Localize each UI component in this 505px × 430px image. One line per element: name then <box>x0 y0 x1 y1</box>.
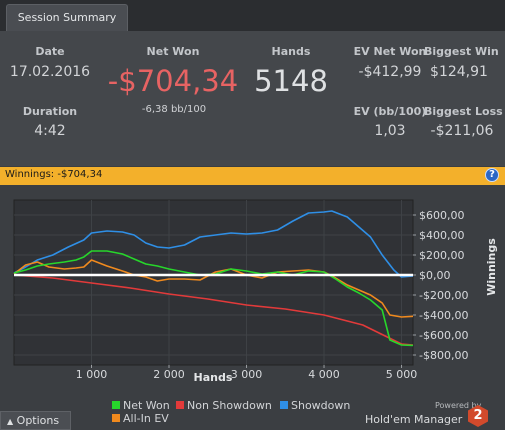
winnings-bar: Winnings: -$704,34 ? <box>0 167 505 185</box>
y-tick-label: -$600,00 <box>419 329 468 342</box>
y-tick-label: $400,00 <box>419 229 465 242</box>
series-lines <box>13 210 414 347</box>
x-tick-label: 5 000 <box>386 368 418 381</box>
legend-label-net-won: Net Won <box>123 399 170 412</box>
summary-panel: Date 17.02.2016 Net Won -$704,34 -6,38 b… <box>0 31 505 166</box>
y-tick-label: -$400,00 <box>419 309 468 322</box>
net-won-label: Net Won <box>146 45 200 58</box>
legend-label-all-in-ev: All-In EV <box>123 412 169 425</box>
legend-swatch-all-in-ev <box>112 414 120 422</box>
hands-label: Hands <box>271 45 311 58</box>
legend-swatch-net-won <box>112 401 120 409</box>
winnings-chart: 1 000 2 000 3 000 4 000 5 000 $600,00 $400,00 $… <box>13 199 498 384</box>
winnings-bar-text: Winnings: -$704,34 <box>5 169 103 180</box>
ev-net-won-label: EV Net Won <box>353 45 427 58</box>
options-button[interactable]: ▲ Options <box>0 411 71 430</box>
ev-bb-value: 1,03 <box>374 123 406 139</box>
y-tick-label: -$200,00 <box>419 289 468 302</box>
net-won-bb: -6,38 bb/100 <box>141 104 207 115</box>
y-tick-label: $600,00 <box>419 209 465 222</box>
x-tick-label: 4 000 <box>308 368 340 381</box>
y-axis-label: Winnings <box>485 238 498 296</box>
series-line-non-showdown <box>13 274 414 346</box>
legend-swatch-non-showdown <box>176 401 184 409</box>
plot-background <box>13 199 414 366</box>
hands-value: 5148 <box>254 64 328 98</box>
legend-item-net-won[interactable]: Net Won <box>112 399 170 412</box>
ev-bb-label: EV (bb/100) <box>353 105 427 118</box>
chart-area: 1 000 2 000 3 000 4 000 5 000 $600,00 $400,00 $… <box>0 185 505 430</box>
product-name: Hold'em Manager <box>365 413 463 426</box>
series-line-showdown <box>13 210 414 278</box>
axis-tick-labels: 1 000 2 000 3 000 4 000 5 000 $600,00 $400,00 $… <box>76 209 469 381</box>
tab-session-summary[interactable]: Session Summary <box>6 4 128 31</box>
hm2-logo-icon: 2 <box>468 405 488 427</box>
y-tick-label: $200,00 <box>419 249 465 262</box>
date-value: 17.02.2016 <box>9 64 91 80</box>
help-icon[interactable]: ? <box>485 168 499 182</box>
legend-label-non-showdown: Non Showdown <box>187 399 272 412</box>
x-tick-label: 3 000 <box>231 368 263 381</box>
options-label: Options <box>16 414 60 427</box>
net-won-value: -$704,34 <box>107 64 239 98</box>
ev-net-won-value: -$412,99 <box>358 64 422 80</box>
duration-label: Duration <box>22 105 78 118</box>
legend-item-all-in-ev[interactable]: All-In EV <box>112 412 169 425</box>
legend-swatch-showdown <box>280 401 288 409</box>
legend-item-showdown[interactable]: Showdown <box>280 399 350 412</box>
chevron-up-icon: ▲ <box>7 417 14 426</box>
legend-label-showdown: Showdown <box>291 399 351 412</box>
y-tick-label: -$800,00 <box>419 349 468 362</box>
y-tick-label: $0,00 <box>419 269 451 282</box>
x-tick-label: 2 000 <box>153 368 185 381</box>
date-label: Date <box>35 45 65 58</box>
biggest-loss-value: -$211,06 <box>430 123 494 139</box>
biggest-loss-label: Biggest Loss <box>424 105 503 118</box>
biggest-win-label: Biggest Win <box>424 45 499 58</box>
legend-item-non-showdown[interactable]: Non Showdown <box>176 399 272 412</box>
biggest-win-value: $124,91 <box>430 64 488 80</box>
duration-value: 4:42 <box>34 123 66 139</box>
x-tick-label: 1 000 <box>76 368 108 381</box>
x-axis-label: Hands <box>194 371 233 384</box>
powered-by-text: Powered by <box>435 401 482 410</box>
tab-bar: Session Summary <box>0 0 505 31</box>
